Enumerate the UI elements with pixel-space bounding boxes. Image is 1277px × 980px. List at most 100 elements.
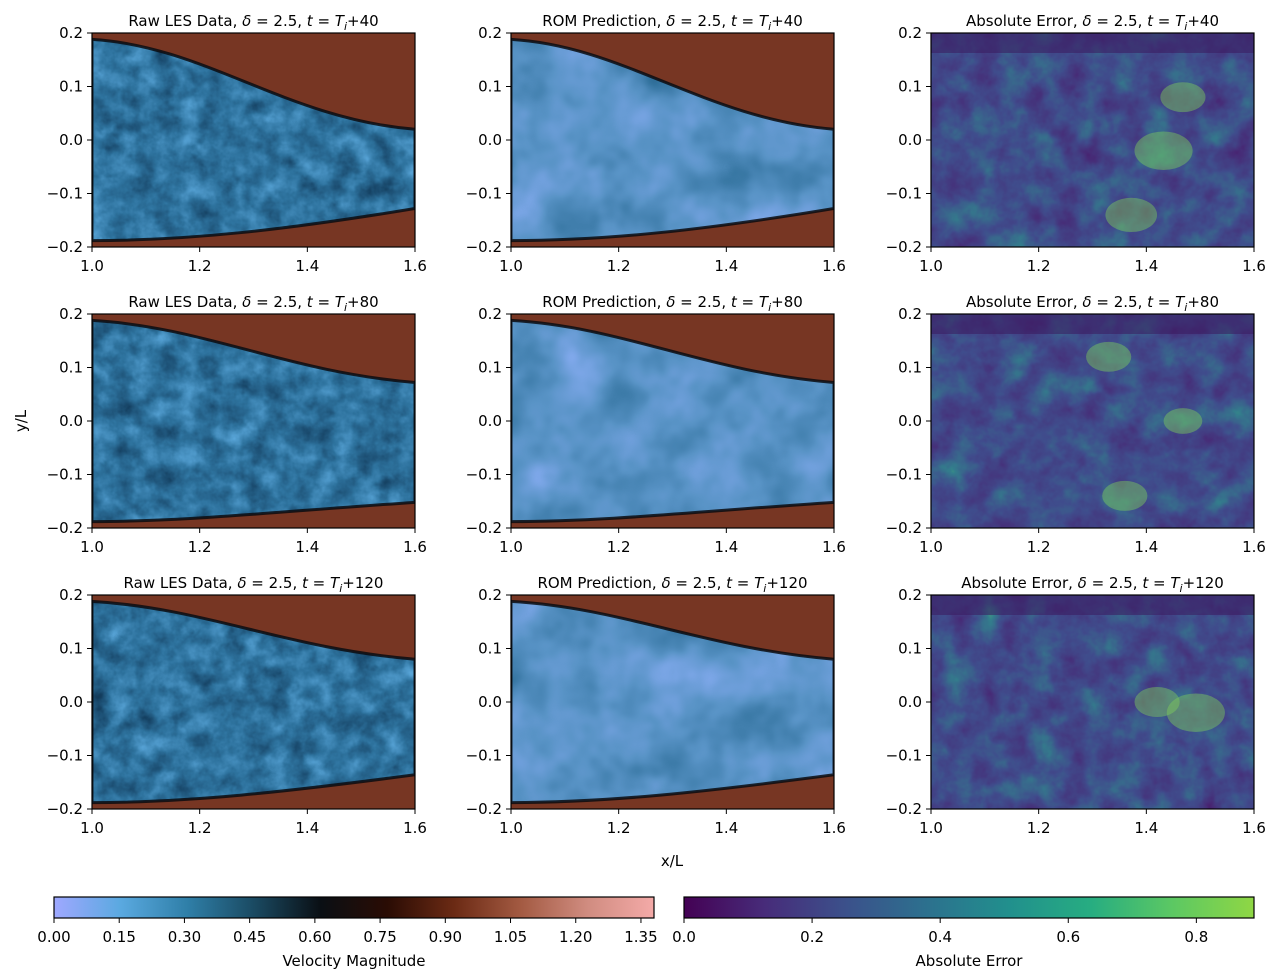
panel-raw-1: Raw LES Data, δ = 2.5, t = Ti+40 1.0 1.2 1.…: [47, 12, 427, 275]
x-tick-label: 1.0: [919, 257, 943, 275]
y-tick-label: −0.1: [886, 747, 922, 765]
x-tick-label: 1.4: [714, 538, 738, 556]
x-tick-label: 1.6: [403, 819, 427, 837]
panels-grid: Raw LES Data, δ = 2.5, t = Ti+40 1.0 1.2 1.…: [47, 12, 1266, 837]
colorbar-tick-label: 0.2: [800, 928, 824, 946]
x-tick-label: 1.2: [1027, 819, 1051, 837]
y-tick-label: 0.1: [59, 359, 83, 377]
x-tick-label: 1.0: [80, 538, 104, 556]
panel-title: Absolute Error, δ = 2.5, t = Ti+40: [966, 12, 1219, 33]
heatmap-image: [92, 314, 415, 528]
x-tick-label: 1.0: [499, 257, 523, 275]
x-tick-label: 1.6: [403, 538, 427, 556]
y-tick-label: 0.2: [59, 305, 83, 323]
panel-title: ROM Prediction, δ = 2.5, t = Ti+80: [542, 293, 803, 314]
panel-raw-3: Raw LES Data, δ = 2.5, t = Ti+120 1.0 1.2 1…: [47, 574, 427, 837]
heatmap-image: [931, 314, 1254, 528]
colorbar-gradient: [683, 896, 1255, 919]
x-tick-label: 1.6: [1242, 257, 1266, 275]
colorbar-tick-label: 0.75: [363, 928, 396, 946]
y-tick-label: 0.0: [478, 131, 502, 149]
x-tick-label: 1.6: [822, 819, 846, 837]
y-tick-label: 0.2: [59, 586, 83, 604]
panel-title: Absolute Error, δ = 2.5, t = Ti+80: [966, 293, 1219, 314]
y-tick-label: 0.0: [59, 131, 83, 149]
panel-title: ROM Prediction, δ = 2.5, t = Ti+120: [537, 574, 807, 595]
y-tick-label: 0.1: [898, 640, 922, 658]
panel-title: Raw LES Data, δ = 2.5, t = Ti+40: [128, 12, 378, 33]
y-tick-label: 0.0: [478, 693, 502, 711]
y-tick-label: 0.0: [898, 693, 922, 711]
y-tick-label: −0.1: [466, 466, 502, 484]
colorbar-tick-label: 0.45: [233, 928, 266, 946]
colorbar-tick-label: 0.00: [37, 928, 70, 946]
y-tick-label: −0.1: [466, 185, 502, 203]
y-tick-label: −0.1: [886, 466, 922, 484]
x-tick-label: 1.2: [188, 538, 212, 556]
y-tick-label: 0.1: [59, 640, 83, 658]
y-tick-label: 0.2: [898, 305, 922, 323]
x-tick-label: 1.6: [1242, 819, 1266, 837]
x-tick-label: 1.6: [822, 257, 846, 275]
colorbar-tick-label: 0.60: [298, 928, 331, 946]
x-tick-label: 1.6: [403, 257, 427, 275]
y-tick-label: 0.2: [478, 586, 502, 604]
x-tick-label: 1.2: [607, 257, 631, 275]
heatmap-image: [511, 595, 834, 809]
colorbar-tick-label: 1.35: [624, 928, 657, 946]
heatmap-image: [931, 595, 1254, 809]
colorbar-label: Absolute Error: [916, 952, 1024, 970]
colorbar-gradient: [53, 896, 655, 919]
panel-error-3: Absolute Error, δ = 2.5, t = Ti+120 1.0 1.…: [886, 574, 1266, 837]
colorbar-tick-label: 0.4: [928, 928, 952, 946]
colorbar-tick-label: 0.30: [168, 928, 201, 946]
y-tick-label: −0.1: [47, 747, 83, 765]
heatmap-image: [511, 33, 834, 247]
panel-title: Absolute Error, δ = 2.5, t = Ti+120: [961, 574, 1224, 595]
y-tick-label: 0.1: [478, 640, 502, 658]
x-tick-label: 1.4: [295, 257, 319, 275]
y-tick-label: 0.0: [478, 412, 502, 430]
x-tick-label: 1.4: [295, 538, 319, 556]
panel-raw-2: Raw LES Data, δ = 2.5, t = Ti+80 1.0 1.2 1.…: [47, 293, 427, 556]
x-tick-label: 1.4: [1134, 538, 1158, 556]
colorbar-tick-label: 1.05: [494, 928, 527, 946]
y-tick-label: −0.2: [47, 238, 83, 256]
y-tick-label: 0.1: [898, 78, 922, 96]
colorbars: 0.00 0.15 0.30 0.45 0.60 0.75 0.90 1.05 1.20 1.35…: [37, 896, 1255, 970]
x-tick-label: 1.0: [80, 819, 104, 837]
x-tick-label: 1.0: [499, 819, 523, 837]
y-tick-label: −0.2: [886, 800, 922, 818]
y-tick-label: 0.2: [898, 586, 922, 604]
colorbar-velocity: 0.00 0.15 0.30 0.45 0.60 0.75 0.90 1.05 1.20 1.35…: [37, 896, 658, 970]
panel-title: Raw LES Data, δ = 2.5, t = Ti+80: [128, 293, 378, 314]
y-axis-label: y/L: [12, 409, 30, 432]
panel-title: Raw LES Data, δ = 2.5, t = Ti+120: [124, 574, 384, 595]
colorbar-tick-label: 0.6: [1056, 928, 1080, 946]
x-tick-label: 1.2: [607, 538, 631, 556]
x-tick-label: 1.4: [714, 819, 738, 837]
x-tick-label: 1.4: [714, 257, 738, 275]
y-tick-label: 0.1: [59, 78, 83, 96]
y-tick-label: 0.0: [59, 693, 83, 711]
colorbar-tick-label: 1.20: [559, 928, 592, 946]
x-tick-label: 1.0: [499, 538, 523, 556]
panel-error-1: Absolute Error, δ = 2.5, t = Ti+40 1.0 1.2…: [886, 12, 1266, 275]
x-tick-label: 1.0: [80, 257, 104, 275]
y-tick-label: −0.1: [466, 747, 502, 765]
x-tick-label: 1.4: [1134, 819, 1158, 837]
panel-rom-2: ROM Prediction, δ = 2.5, t = Ti+80 1.0 1.2…: [466, 293, 846, 556]
y-tick-label: 0.2: [478, 24, 502, 42]
x-axis-label: x/L: [661, 852, 684, 870]
y-tick-label: 0.2: [59, 24, 83, 42]
panel-rom-1: ROM Prediction, δ = 2.5, t = Ti+40 1.0 1.2…: [466, 12, 846, 275]
colorbar-tick-label: 0.90: [429, 928, 462, 946]
x-tick-label: 1.6: [1242, 538, 1266, 556]
y-tick-label: 0.2: [898, 24, 922, 42]
colorbar-tick-label: 0.8: [1184, 928, 1208, 946]
y-tick-label: −0.2: [47, 800, 83, 818]
y-tick-label: −0.2: [886, 238, 922, 256]
x-tick-label: 1.2: [1027, 538, 1051, 556]
panel-rom-3: ROM Prediction, δ = 2.5, t = Ti+120 1.0 1.…: [466, 574, 846, 837]
